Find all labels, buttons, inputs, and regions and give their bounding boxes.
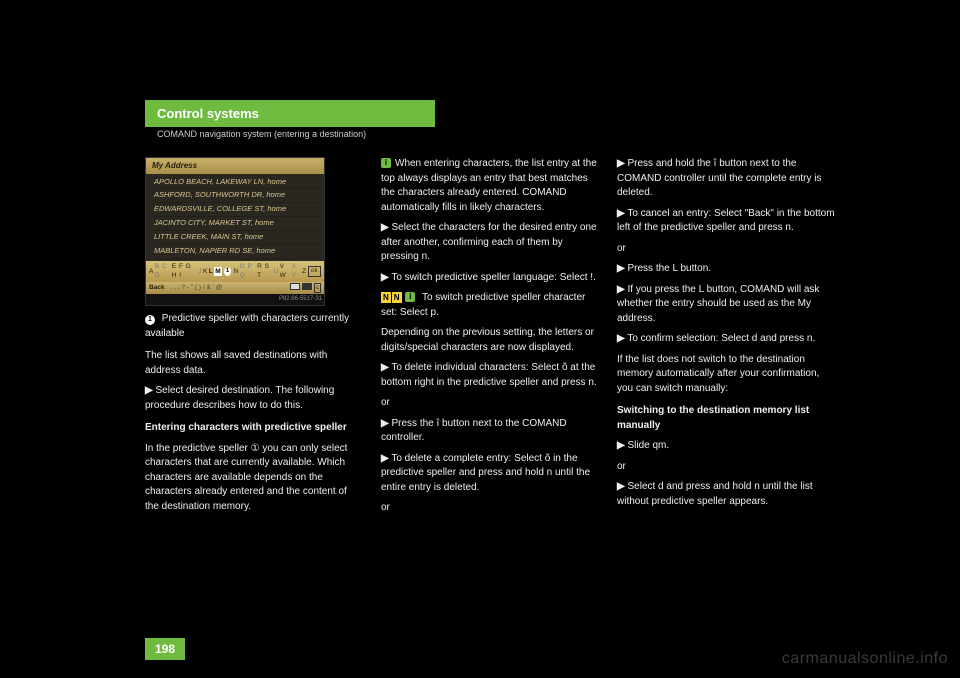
list-item: MABLETON, NAPIER RD SE, home [154,245,320,259]
body-text: or [381,501,599,516]
ok-button: ok [308,266,321,277]
section-header: Control systems [145,100,435,127]
body-text: or [381,396,599,411]
section-title: Control systems [157,106,259,121]
body-text: Press the î button next to the COMAND co… [381,418,567,444]
list-item: LITTLE CREEK, MAIN ST, home [154,231,320,245]
yellow-tag-icon: N [392,292,402,304]
body-text: To delete individual characters: Select … [381,362,597,388]
box-icon [290,283,300,290]
nav-title: My Address [146,158,324,174]
body-text: Select desired destination. The followin… [145,385,334,411]
list-item: EDWARDSVILLE, COLLEGE ST, home [154,203,320,217]
body-text: To delete a complete entry: Select õ in … [381,453,590,493]
body-text: In the predictive speller ① you can only… [145,442,363,515]
body-text: To cancel an entry: Select "Back" in the… [617,208,835,234]
keyboard-row: A B C D E F G H I J K L M 1 N O P Q R S … [146,261,324,282]
figure-caption: P82.86-5517-31 [146,294,324,305]
body-text: To confirm selection: Select d and press… [627,333,815,344]
body-text: When entering characters, the list entry… [381,158,597,213]
manual-page: Control systems COMAND navigation system… [145,100,835,660]
keyboard-row-2: Back . , ; ? - " ( ) / & ' @ c [146,282,324,295]
watermark: carmanualsonline.info [782,650,948,668]
list-item: JACINTO CITY, MARKET ST, home [154,217,320,231]
body-text: The list shows all saved destinations wi… [145,349,363,378]
body-text: To switch predictive speller language: S… [391,272,596,283]
info-icon: i [381,158,391,168]
figure-callout: 1 Predictive speller with characters cur… [145,312,363,341]
back-label: Back [149,283,165,292]
body-text: If you press the L button, COMAND will a… [617,284,819,324]
body-text: Slide qm. [627,440,669,451]
nav-list: APOLLO BEACH, LAKEWAY LN, home ASHFORD, … [146,174,324,261]
subheading: Switching to the destination memory list… [617,404,835,433]
section-subtitle: COMAND navigation system (entering a des… [157,129,835,139]
column-3: ▶ Press and hold the î button next to th… [617,157,835,522]
body-text: Press and hold the î button next to the … [617,158,822,198]
content-columns: My Address APOLLO BEACH, LAKEWAY LN, hom… [145,157,835,522]
body-text: or [617,460,835,475]
box-icon [302,283,312,290]
column-1: My Address APOLLO BEACH, LAKEWAY LN, hom… [145,157,363,522]
body-text: Press the L button. [627,263,711,274]
body-text: Depending on the previous setting, the l… [381,326,599,355]
body-text: If the list does not switch to the desti… [617,353,835,397]
callout-text: Predictive speller with characters curre… [145,313,349,339]
subheading: Entering characters with predictive spel… [145,421,363,436]
right-boxes: c [290,283,321,294]
callout-circle-icon: 1 [224,267,231,276]
body-text: or [617,242,835,257]
nav-screenshot: My Address APOLLO BEACH, LAKEWAY LN, hom… [145,157,325,306]
list-item: APOLLO BEACH, LAKEWAY LN, home [154,176,320,190]
column-2: iWhen entering characters, the list entr… [381,157,599,522]
page-number: 198 [145,638,185,660]
body-text: Select the characters for the desired en… [381,222,597,262]
list-item: ASHFORD, SOUTHWORTH DR, home [154,189,320,203]
callout-number: 1 [145,315,155,325]
yellow-tag-icon: N [381,292,391,304]
body-text: Select d and press and hold n until the … [617,481,813,507]
info-icon: i [405,292,415,302]
